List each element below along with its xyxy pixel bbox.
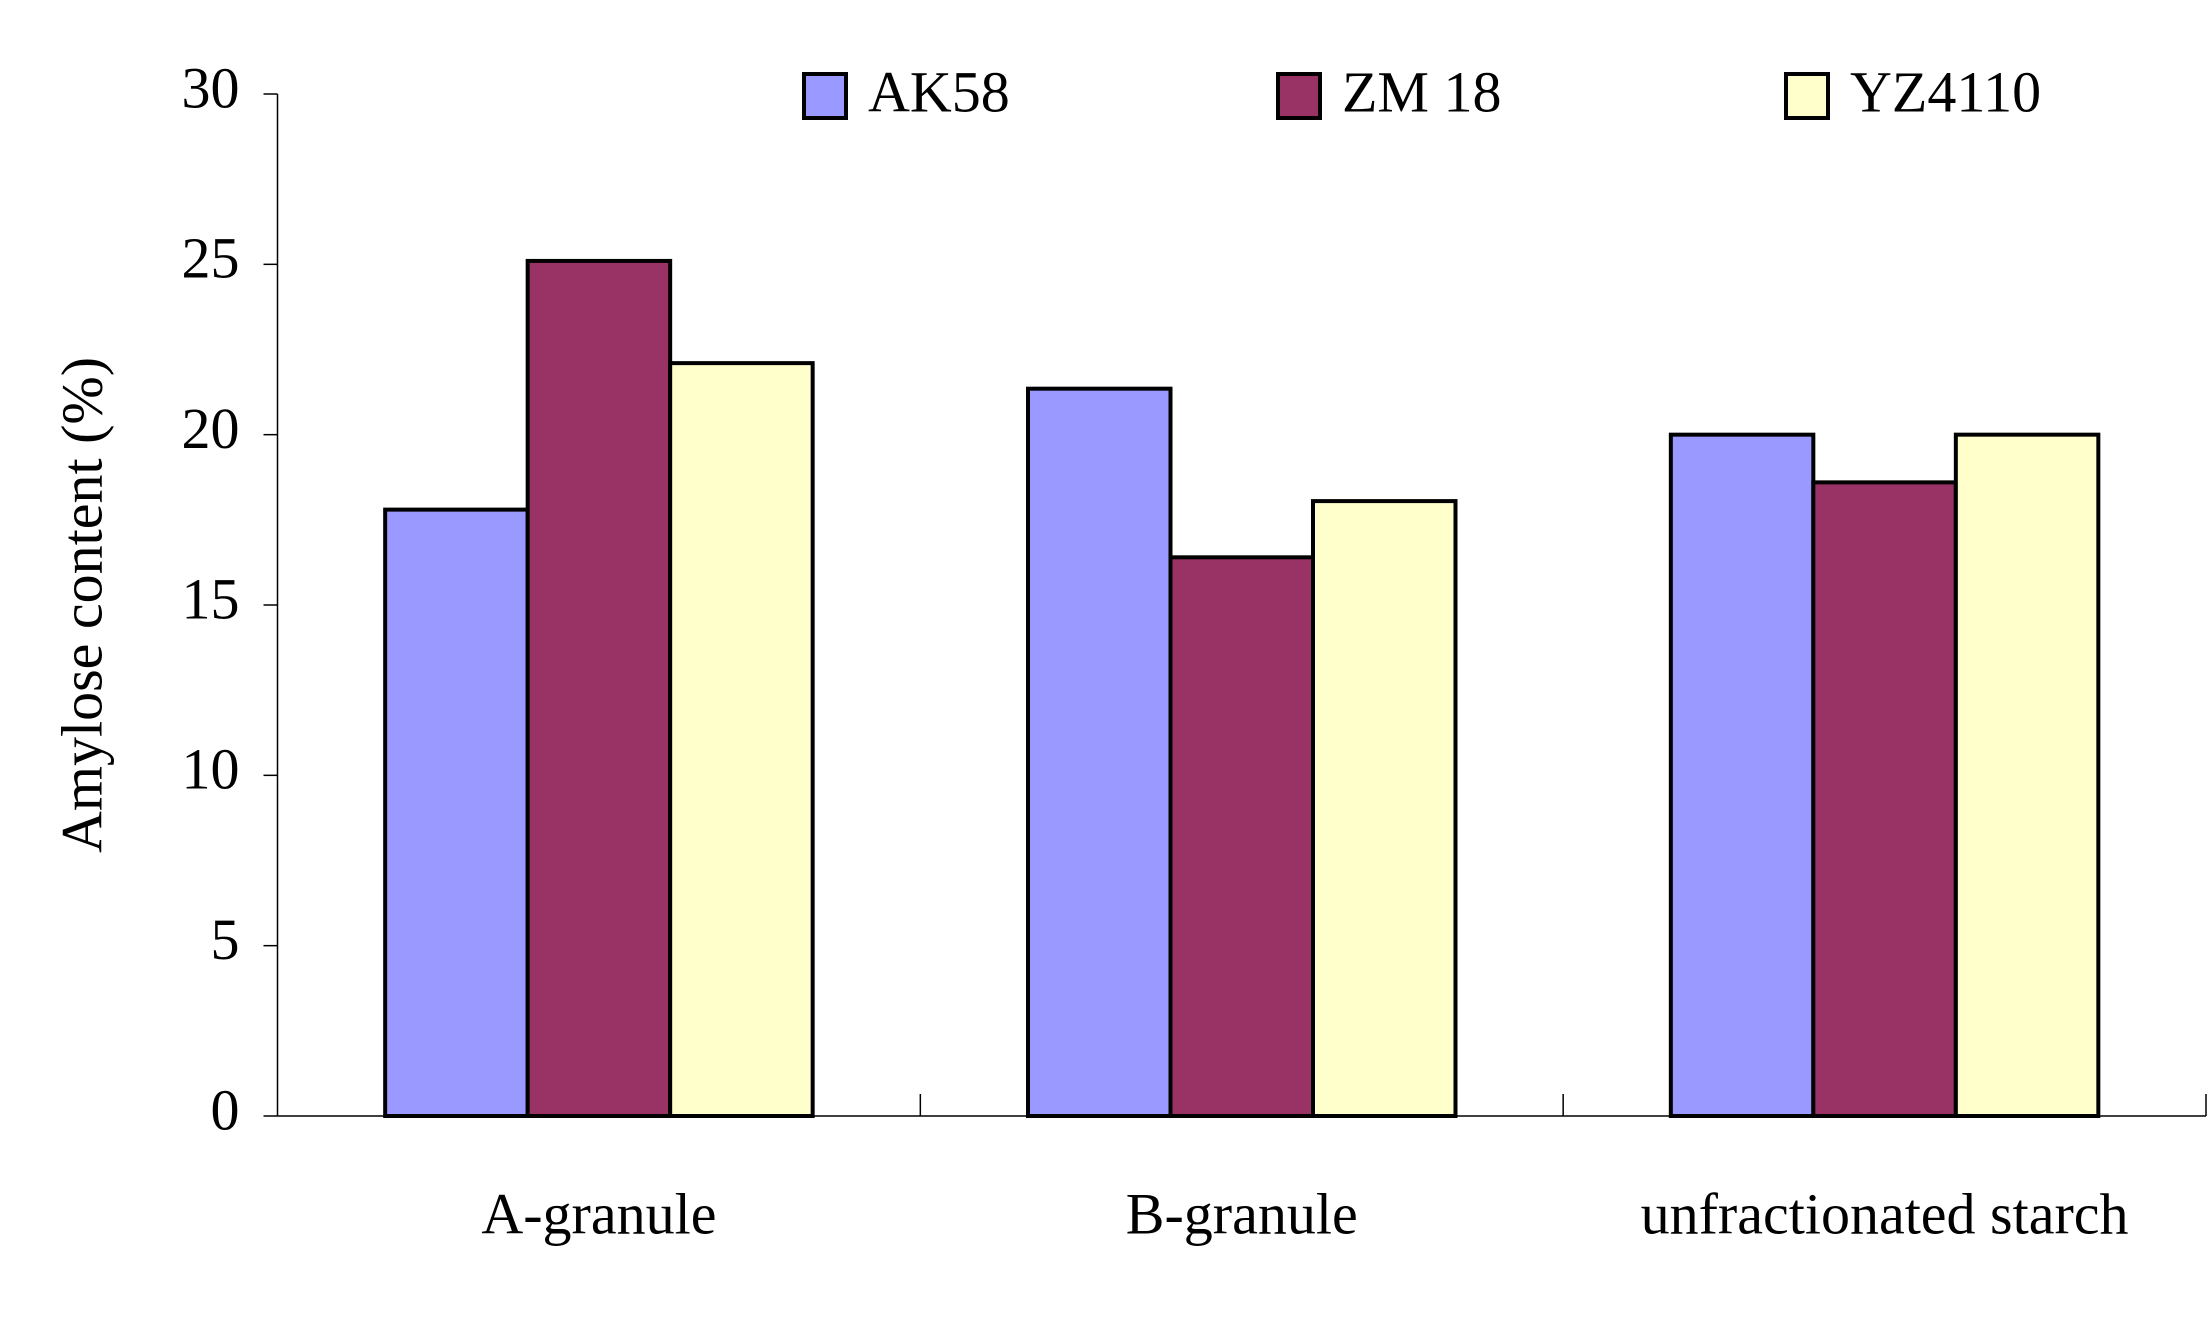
y-tick-label: 30 [182, 55, 240, 120]
bar [383, 507, 530, 1118]
legend-label: ZM 18 [1342, 59, 1502, 124]
y-tick-label: 0 [211, 1077, 240, 1142]
bar [668, 361, 815, 1119]
bar [1026, 386, 1173, 1118]
legend-swatch [802, 72, 848, 120]
y-tick-label: 10 [182, 737, 240, 802]
bar [1668, 432, 1816, 1118]
legend-swatch [1784, 72, 1830, 120]
legend-label: YZ4110 [1850, 59, 2041, 124]
y-axis-label: Amylose content (%) [49, 357, 114, 853]
x-tick-label: B-granule [1126, 1181, 1358, 1246]
bar [525, 258, 673, 1118]
legend-swatch [1276, 72, 1322, 120]
y-tick-label: 25 [182, 226, 240, 291]
bar [1811, 480, 1958, 1118]
bar [1953, 432, 2101, 1118]
x-tick-label: unfractionated starch [1641, 1181, 2129, 1246]
x-tick-label: A-granule [481, 1181, 716, 1246]
y-tick-label: 5 [211, 907, 240, 972]
bar [1311, 499, 1458, 1118]
legend-label: AK58 [868, 59, 1010, 124]
y-tick-label: 15 [182, 566, 240, 631]
y-tick-label: 20 [182, 396, 240, 461]
bar [1168, 555, 1315, 1118]
